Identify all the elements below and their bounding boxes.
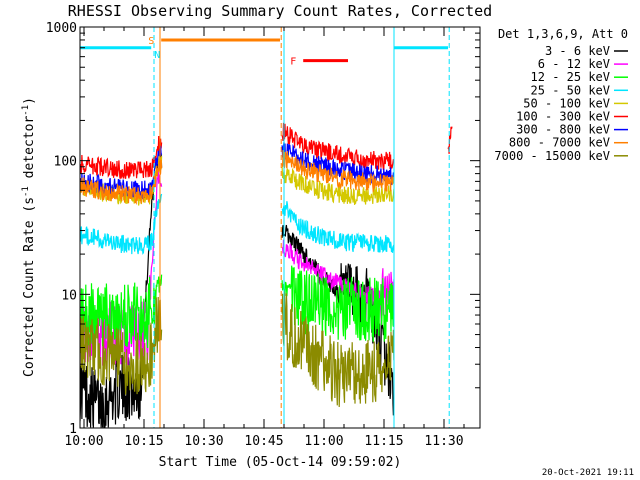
legend-label: 300 - 800 keV [516,123,610,137]
legend-label: 3 - 6 keV [545,44,610,58]
legend-label: 100 - 300 keV [516,110,610,124]
legend-label: 50 - 100 keV [523,96,610,110]
legend-label: 12 - 25 keV [531,70,610,84]
axes [79,26,481,429]
legend-label: 7000 - 15000 keV [494,149,610,163]
plot-area: SN F [80,27,453,428]
legend-label: 800 - 7000 keV [509,136,610,150]
chart-title: RHESSI Observing Summary Count Rates, Co… [68,2,492,20]
x-tick-label: 10:00 [64,434,103,449]
x-axis-label: Start Time (05-Oct-14 09:59:02) [159,455,402,470]
x-tick-label: 10:15 [124,434,163,449]
y-tick-label: 100 [54,155,77,170]
y-tick-label: 10 [61,288,77,303]
series-line-7 [80,150,395,205]
n-marker-label: N [154,50,160,61]
s-marker-label: S [148,36,154,47]
x-tick-label: 11:00 [304,434,343,449]
y-tick-label: 1000 [46,21,77,36]
series-line-8 [80,291,395,408]
x-tick-label: 11:30 [424,434,463,449]
legend-label: 25 - 50 keV [531,83,610,97]
legend-header: Det 1,3,6,9, Att 0 [498,27,628,41]
footer-date: 20-Oct-2021 19:11 [542,468,634,478]
series-line-2 [80,265,395,349]
x-tick-label: 11:15 [364,434,403,449]
plot-frame [79,26,481,429]
y-tick-label: 1 [69,422,77,437]
series-line-5 [80,122,453,179]
series-line-3 [80,193,395,255]
x-tick-label: 10:45 [244,434,283,449]
x-tick-label: 10:30 [184,434,223,449]
f-marker-label: F [290,57,296,68]
legend-label: 6 - 12 keV [538,57,610,71]
tick-labels: 1 10 100 1000 10:00 10:15 10:30 10:45 11:00 11:15… [46,21,464,449]
y-axis-label: Corrected Count Rate (s-1 detector-1) [21,97,37,377]
